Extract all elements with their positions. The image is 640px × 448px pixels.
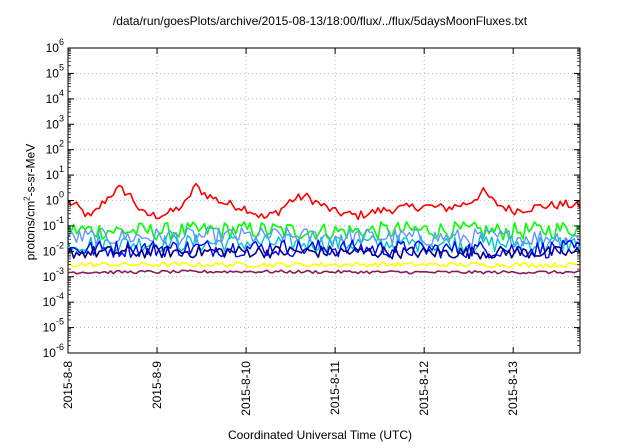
y-tick-exponent: -3 bbox=[56, 266, 64, 276]
y-tick-base: 10 bbox=[46, 168, 60, 182]
y-tick-base: 10 bbox=[46, 41, 60, 55]
y-tick-base: 10 bbox=[46, 194, 60, 208]
series-line bbox=[67, 244, 581, 260]
x-tick-label: 2015-8-11 bbox=[328, 361, 342, 415]
y-tick-label: 101 bbox=[46, 164, 64, 182]
y-tick-base: 10 bbox=[43, 244, 57, 258]
y-tick-base: 10 bbox=[43, 270, 57, 284]
y-tick-label: 103 bbox=[46, 113, 64, 131]
x-tick-label: 2015-8-13 bbox=[506, 361, 520, 416]
y-tick-exponent: -1 bbox=[56, 215, 64, 225]
y-tick-base: 10 bbox=[43, 295, 57, 309]
y-tick-label: 100 bbox=[46, 190, 64, 208]
x-tick-label: 2015-8-10 bbox=[239, 361, 253, 416]
y-tick-label: 10-2 bbox=[43, 240, 64, 258]
y-tick-base: 10 bbox=[46, 66, 60, 80]
y-tick-exponent: 1 bbox=[59, 164, 64, 174]
x-tick-label: 2015-8-8 bbox=[61, 361, 75, 409]
y-tick-label: 10-3 bbox=[43, 266, 64, 284]
y-tick-label: 10-5 bbox=[43, 317, 64, 335]
y-tick-label: 10-1 bbox=[43, 215, 64, 233]
y-tick-label: 10-6 bbox=[43, 342, 64, 360]
series-line bbox=[67, 239, 581, 259]
y-tick-exponent: 5 bbox=[59, 62, 64, 72]
y-tick-label: 106 bbox=[46, 37, 64, 55]
grid bbox=[68, 48, 580, 353]
y-tick-label: 104 bbox=[46, 88, 64, 106]
series-line bbox=[68, 269, 581, 275]
y-tick-base: 10 bbox=[43, 219, 57, 233]
series-line bbox=[67, 182, 581, 221]
y-tick-exponent: 6 bbox=[59, 37, 64, 47]
y-tick-base: 10 bbox=[43, 346, 57, 360]
y-tick-label: 105 bbox=[46, 62, 64, 80]
chart-title: /data/run/goesPlots/archive/2015-08-13/1… bbox=[112, 14, 528, 28]
y-tick-base: 10 bbox=[43, 321, 57, 335]
x-tick-label: 2015-8-9 bbox=[150, 361, 164, 409]
y-tick-exponent: 2 bbox=[59, 139, 64, 149]
y-tick-exponent: 4 bbox=[59, 88, 64, 98]
series-line bbox=[67, 221, 581, 241]
series-line bbox=[67, 261, 581, 269]
x-tick-label: 2015-8-12 bbox=[417, 361, 431, 416]
axis-ticks: 10-610-510-410-310-210-11001011021031041… bbox=[43, 37, 580, 416]
series-group bbox=[67, 182, 581, 275]
y-tick-label: 102 bbox=[46, 139, 64, 157]
y-tick-exponent: -6 bbox=[56, 342, 64, 352]
y-tick-exponent: -2 bbox=[56, 240, 64, 250]
y-tick-base: 10 bbox=[46, 143, 60, 157]
y-tick-label: 10-4 bbox=[43, 291, 64, 309]
y-tick-base: 10 bbox=[46, 117, 60, 131]
y-tick-base: 10 bbox=[46, 92, 60, 106]
y-tick-exponent: 0 bbox=[59, 190, 64, 200]
y-tick-exponent: 3 bbox=[59, 113, 64, 123]
y-tick-exponent: -5 bbox=[56, 317, 64, 327]
x-axis-label: Coordinated Universal Time (UTC) bbox=[227, 428, 413, 442]
y-tick-exponent: -4 bbox=[56, 291, 64, 301]
